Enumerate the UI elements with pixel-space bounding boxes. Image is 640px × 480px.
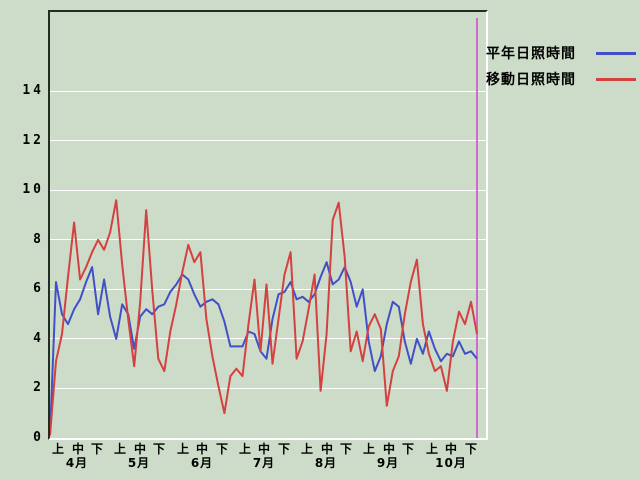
legend-item: 平年日照時間 (486, 40, 636, 66)
x-axis-period-label: 上 (300, 442, 313, 456)
x-axis-period-label: 中 (71, 442, 84, 456)
x-axis-month-label: 9月 (376, 456, 400, 470)
x-axis-month-label: 8月 (314, 456, 338, 470)
y-axis-tick-label: 0 (33, 430, 44, 445)
x-axis-period-label: 中 (133, 442, 146, 456)
x-axis-period-label: 下 (90, 442, 103, 456)
y-axis-tick-label: 10 (22, 182, 44, 197)
gridline (50, 189, 486, 191)
series-line-normal-sunshine (50, 261, 478, 436)
legend-label: 移動日照時間 (486, 72, 576, 88)
x-axis-period-label: 中 (444, 442, 457, 456)
x-axis-period-label: 中 (257, 442, 270, 456)
x-axis-month-label: 6月 (190, 456, 214, 470)
x-axis-period-label: 上 (51, 442, 64, 456)
x-axis-period-label: 上 (176, 442, 189, 456)
y-axis-tick-label: 6 (33, 281, 44, 296)
x-axis-month-label: 5月 (127, 456, 151, 470)
y-axis-tick-label: 2 (33, 380, 44, 395)
legend-swatch-normal-line (596, 51, 636, 55)
x-axis-month-label: 4月 (65, 456, 89, 470)
chart-canvas (50, 18, 478, 438)
x-axis-period-label: 下 (215, 442, 228, 456)
y-axis-tick-label: 8 (33, 232, 44, 247)
series-line-moving-sunshine (50, 199, 478, 436)
plot-area (48, 10, 488, 440)
x-axis-period-label: 上 (238, 442, 251, 456)
y-axis-tick-label: 12 (22, 133, 44, 148)
y-axis-tick-label: 4 (33, 331, 44, 346)
x-axis-period-label: 下 (401, 442, 414, 456)
gridline (50, 288, 486, 290)
gridline (50, 140, 486, 142)
x-axis-period-label: 下 (339, 442, 352, 456)
x-axis-period-label: 中 (195, 442, 208, 456)
x-axis-period-label: 上 (113, 442, 126, 456)
x-axis-month-label: 10月 (435, 456, 467, 470)
x-axis-period-label: 下 (464, 442, 477, 456)
legend-swatch-moving-line (596, 77, 636, 81)
y-axis-tick-label: 14 (22, 83, 44, 98)
x-axis-period-label: 下 (152, 442, 165, 456)
legend: 平年日照時間 移動日照時間 (486, 40, 636, 92)
legend-label: 平年日照時間 (486, 46, 576, 62)
x-axis-period-label: 中 (320, 442, 333, 456)
gridline (50, 338, 486, 340)
x-axis-period-label: 中 (382, 442, 395, 456)
x-axis-period-label: 下 (277, 442, 290, 456)
x-axis-period-label: 上 (425, 442, 438, 456)
gridline (50, 90, 486, 92)
legend-item: 移動日照時間 (486, 66, 636, 92)
gridline (50, 239, 486, 241)
gridline (50, 387, 486, 389)
x-axis-month-label: 7月 (252, 456, 276, 470)
x-axis-period-label: 上 (362, 442, 375, 456)
